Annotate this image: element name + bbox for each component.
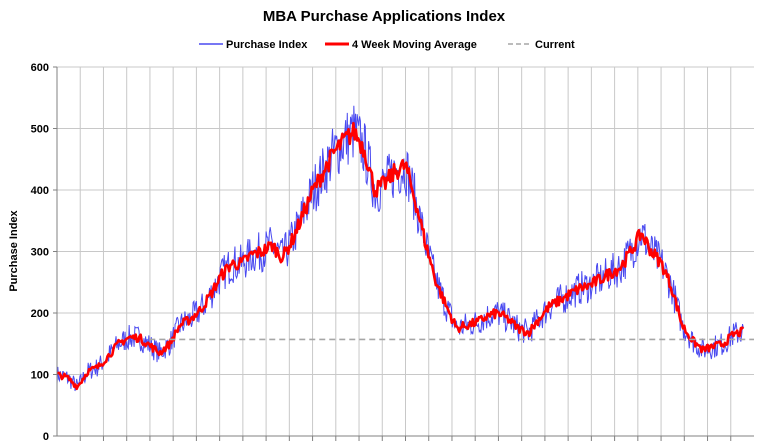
y-tick-label: 400	[31, 185, 49, 197]
legend-label: Purchase Index	[226, 39, 308, 51]
legend-label: 4 Week Moving Average	[352, 39, 477, 51]
y-tick-label: 100	[31, 370, 49, 382]
y-tick-label: 0	[43, 431, 49, 443]
chart-title: MBA Purchase Applications Index	[263, 8, 506, 25]
moving-average-line	[56, 121, 745, 391]
y-tick-label: 600	[31, 62, 49, 74]
y-axis-label: Purchase Index	[8, 209, 20, 291]
axes	[56, 67, 754, 441]
series-layer	[56, 105, 754, 392]
y-tick-label: 300	[31, 247, 49, 259]
legend-label: Current	[535, 39, 575, 51]
y-tick-label: 500	[31, 124, 49, 136]
y-tick-label: 200	[31, 308, 49, 320]
y-axis-ticks: 0 100 200 300 400 500 600	[31, 62, 57, 443]
legend: Purchase Index 4 Week Moving Average Curre…	[199, 39, 575, 51]
